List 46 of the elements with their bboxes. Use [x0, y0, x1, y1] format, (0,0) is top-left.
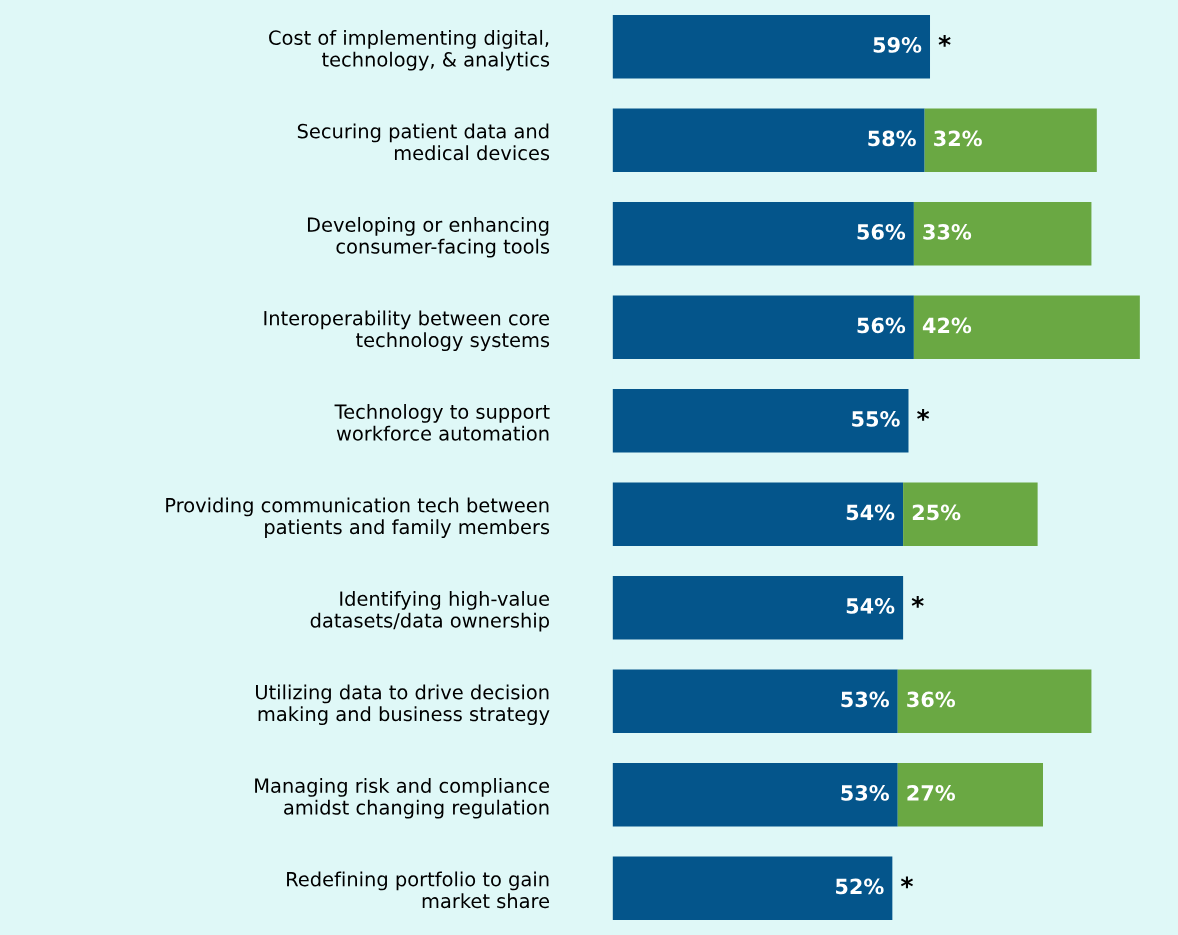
- bar: [612, 388, 909, 453]
- data-label: 27%: [907, 785, 955, 801]
- annotation: *: [917, 409, 930, 421]
- data-label: 33%: [923, 224, 972, 240]
- y-tick-label: Cost of implementing digital, technology, & analytics: [269, 29, 550, 71]
- bar: [897, 762, 1044, 827]
- y-tick-label: Developing or enhancing consumer-facing tools: [307, 216, 550, 258]
- bar: [897, 669, 1092, 734]
- bar: [612, 108, 925, 173]
- data-label: 42%: [922, 317, 972, 334]
- bar: [913, 295, 1140, 360]
- y-tick-label: Providing communication tech between patients and family members: [166, 497, 550, 539]
- bar: [612, 856, 893, 921]
- data-label: 54%: [846, 598, 895, 614]
- annotation: *: [900, 876, 913, 889]
- data-label: 53%: [841, 785, 889, 801]
- bar: [913, 201, 1092, 266]
- y-tick-label: Utilizing data to drive decision making and business strategy: [256, 684, 550, 726]
- y-tick-label: Redefining portfolio to gain market share: [287, 871, 550, 909]
- y-tick-label: Securing patient data and medical devices: [297, 123, 550, 161]
- bar: [612, 201, 914, 266]
- y-tick-label: Managing risk and compliance amidst changing regulation: [255, 777, 550, 819]
- data-label: 25%: [912, 504, 961, 521]
- data-label: 56%: [857, 317, 906, 334]
- y-tick-label: Technology to support workforce automation: [334, 403, 550, 441]
- data-label: 59%: [873, 37, 922, 53]
- bar: [612, 762, 898, 827]
- data-label: 53%: [841, 691, 889, 708]
- bar: [924, 108, 1097, 173]
- y-tick-label: Interoperability between core technology systems: [264, 310, 550, 352]
- data-label: 56%: [857, 224, 906, 240]
- data-label: 58%: [868, 130, 916, 147]
- data-label: 54%: [846, 504, 895, 521]
- data-label: 32%: [934, 130, 982, 147]
- data-label: 36%: [907, 691, 955, 708]
- annotation: *: [911, 596, 924, 608]
- bar: [612, 14, 931, 79]
- bar: [612, 575, 904, 640]
- bar: [612, 295, 914, 360]
- y-tick-label: Identifying high-value datasets/data ownership: [310, 590, 550, 632]
- bar: [903, 482, 1038, 547]
- bar: [612, 669, 898, 734]
- annotation: *: [938, 35, 951, 47]
- data-label: 52%: [836, 878, 884, 895]
- bar: [612, 482, 904, 547]
- data-label: 55%: [852, 411, 900, 427]
